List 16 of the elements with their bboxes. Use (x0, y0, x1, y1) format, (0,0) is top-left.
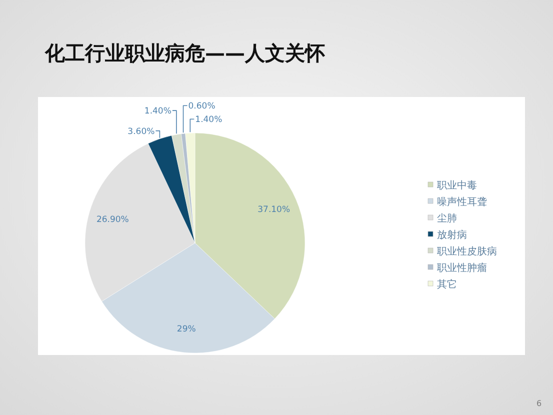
data-label: 29% (176, 324, 196, 334)
data-label: 3.60% (128, 126, 155, 137)
legend-label: 噪声性耳聋 (437, 196, 487, 208)
legend-label: 放射病 (437, 229, 467, 241)
legend-label: 职业性皮肤病 (437, 246, 497, 258)
data-label: 1.40% (144, 106, 172, 117)
legend-label: 职业中毒 (437, 180, 477, 192)
data-label: 0.60% (188, 102, 216, 112)
data-label: 26.90% (96, 214, 129, 225)
text: 6 (536, 399, 542, 408)
data-label: 37.10% (258, 205, 290, 216)
legend-label: 职业性肿瘤 (437, 262, 487, 274)
chart-title: 化工行业职业病危——人文关怀 (44, 41, 326, 65)
data-label: 1.40% (195, 115, 222, 126)
legend-label: 尘肺 (437, 212, 457, 224)
legend-label: 其它 (437, 278, 457, 290)
